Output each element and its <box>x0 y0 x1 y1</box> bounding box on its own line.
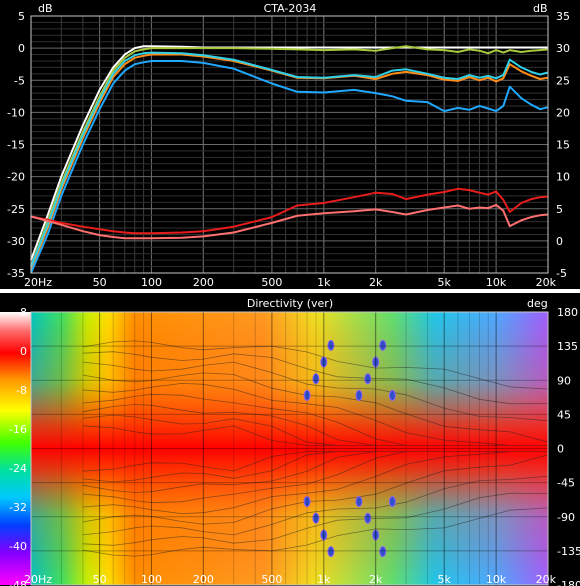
heatmap-lobe <box>372 356 380 368</box>
heatmap-lobe <box>303 496 311 508</box>
top-y-left-tick-label: -30 <box>7 235 25 248</box>
heatmap-lobe <box>320 356 328 368</box>
top-y-left-tick-label: -25 <box>7 203 25 216</box>
bottom-y-tick-label: -45 <box>557 477 575 490</box>
bottom-x-tick-label: 200 <box>193 573 214 586</box>
top-y-right-tick-label: 30 <box>556 42 570 55</box>
colorbar <box>0 312 31 585</box>
top-x-tick-label: 20k <box>536 276 557 289</box>
top-series-lines <box>30 45 549 274</box>
top-y-left-tick-label: -10 <box>7 106 25 119</box>
heatmap-lobe <box>388 389 396 401</box>
heatmap-lobe <box>355 389 363 401</box>
colorbar-tick-label: -24 <box>9 462 27 475</box>
bottom-x-tick-label: 500 <box>261 573 282 586</box>
bottom-right-unit: deg <box>527 297 548 310</box>
top-y-right-tick-label: 10 <box>556 171 570 184</box>
top-x-tick-label: 100 <box>141 276 162 289</box>
cta2034-chart: CTA-2034 dB dB 50-5-10-15-20-25-30-35353… <box>0 0 580 289</box>
top-x-tick-label: 50 <box>93 276 107 289</box>
heatmap-lobe <box>312 373 320 385</box>
top-y-left-tick-label: -5 <box>14 74 25 87</box>
bottom-x-tick-label: 10k <box>486 573 507 586</box>
heatmap-lobe <box>355 496 363 508</box>
bottom-y-tick-label: -90 <box>557 511 575 524</box>
bottom-y-tick-label: 90 <box>557 374 571 387</box>
bottom-y-tick-label: 180 <box>557 306 578 319</box>
bottom-y-tick-label: -135 <box>557 545 580 558</box>
top-y-left-tick-label: 0 <box>18 42 25 55</box>
top-grid <box>30 15 549 274</box>
top-plot-frame <box>30 15 549 274</box>
top-x-tick-label: 2k <box>369 276 383 289</box>
top-y-right-tick-label: 20 <box>556 106 570 119</box>
heatmap-lobe <box>364 373 372 385</box>
top-y-left-tick-label: -15 <box>7 139 25 152</box>
heatmap-lobe <box>372 529 380 541</box>
top-x-tick-label: 200 <box>193 276 214 289</box>
bottom-plot-frame <box>30 311 549 586</box>
top-y-right-tick-label: 35 <box>556 10 570 23</box>
top-left-unit: dB <box>38 2 53 15</box>
heatmap-lobe <box>327 546 335 558</box>
bottom-x-tick-label: 1k <box>317 573 331 586</box>
bottom-x-tick-label: 100 <box>141 573 162 586</box>
heatmap-lobe <box>364 512 372 524</box>
top-y-left-tick-label: -20 <box>7 171 25 184</box>
series-line-4 <box>30 60 549 274</box>
top-chart-title: CTA-2034 <box>264 2 317 15</box>
series-line-6 <box>30 203 549 240</box>
top-right-unit: dB <box>533 2 548 15</box>
top-y-left-tick-label: 5 <box>18 10 25 23</box>
bottom-axis-labels: 8 0 -8 -16 -24 -32 -40 -48 180 135 90 45 0 -45 -90 -135… <box>9 306 580 586</box>
bottom-x-tick-label: 20Hz <box>24 573 52 586</box>
directivity-heatmap <box>31 312 548 585</box>
bottom-x-tick-label: 5k <box>438 573 452 586</box>
colorbar-tick-label: -8 <box>16 384 27 397</box>
heatmap-lobe <box>312 512 320 524</box>
heatmap-lobe <box>388 496 396 508</box>
colorbar-tick-label: 8 <box>20 306 27 319</box>
bottom-chart-title: Directivity (ver) <box>247 297 333 310</box>
bottom-x-tick-label: 50 <box>93 573 107 586</box>
bottom-x-tick-label: 20k <box>536 573 557 586</box>
heatmap-lobes <box>303 339 396 558</box>
heatmap-lobe <box>303 389 311 401</box>
bottom-y-tick-label: 0 <box>557 443 564 456</box>
top-x-tick-label: 5k <box>438 276 452 289</box>
directivity-chart: Directivity (ver) deg 8 0 -8 -16 -24 -32 -40 -4… <box>0 293 580 586</box>
chart-separator <box>0 289 580 293</box>
bottom-grid <box>30 311 549 586</box>
series-line-3 <box>30 51 549 267</box>
heatmap-lobe <box>379 546 387 558</box>
top-axis-labels: 50-5-10-15-20-25-30-3535302520151050-520… <box>7 10 570 289</box>
top-x-tick-label: 10k <box>486 276 507 289</box>
bottom-y-tick-label: 45 <box>557 408 571 421</box>
top-x-tick-label: 500 <box>261 276 282 289</box>
top-y-left-tick-label: -35 <box>7 267 25 280</box>
top-y-right-tick-label: 0 <box>556 235 563 248</box>
heatmap-lobe <box>379 339 387 351</box>
heatmap-contours <box>82 340 548 557</box>
colorbar-tick-label: -40 <box>9 540 27 553</box>
top-x-tick-label: 1k <box>317 276 331 289</box>
top-y-right-tick-label: 15 <box>556 139 570 152</box>
top-y-right-tick-label: -5 <box>556 267 567 280</box>
top-x-tick-label: 20Hz <box>24 276 52 289</box>
colorbar-tick-label: 0 <box>20 345 27 358</box>
colorbar-tick-label: -32 <box>9 501 27 514</box>
heatmap-lobe <box>320 529 328 541</box>
colorbar-tick-label: -48 <box>9 579 27 586</box>
bottom-y-tick-label: 135 <box>557 340 578 353</box>
heatmap-lobe <box>327 339 335 351</box>
bottom-x-tick-label: 2k <box>369 573 383 586</box>
colorbar-tick-label: -16 <box>9 423 27 436</box>
series-line-0 <box>30 45 548 261</box>
series-line-5 <box>30 187 549 235</box>
bottom-y-tick-label: -180 <box>557 579 580 586</box>
top-y-right-tick-label: 5 <box>556 203 563 216</box>
series-line-1 <box>30 45 549 267</box>
top-y-right-tick-label: 25 <box>556 74 570 87</box>
